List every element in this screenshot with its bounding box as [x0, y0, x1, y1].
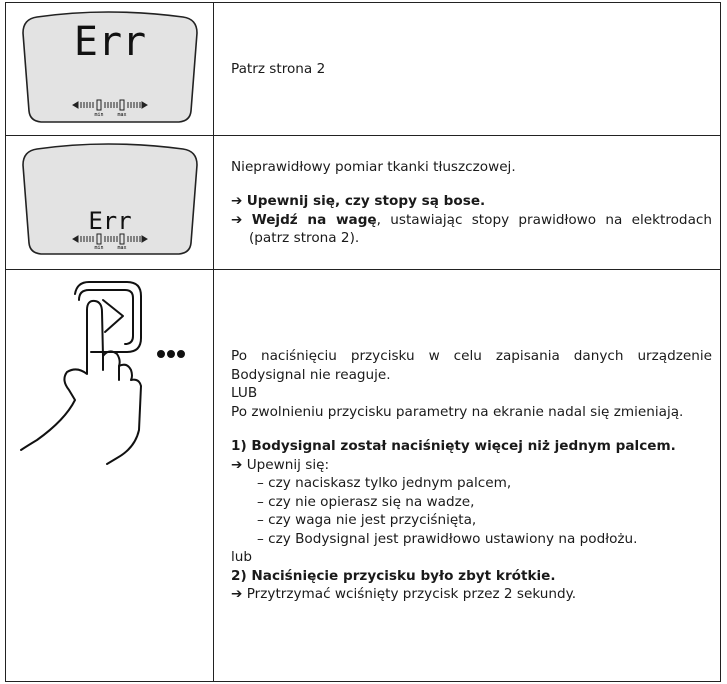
lcd-scale [71, 233, 148, 244]
arrow-block: ➔ Wejdź na wagę, ustawiając stopy prawid… [231, 211, 712, 248]
description-cell: Po naciśnięciu przycisku w celu zapisani… [213, 269, 721, 682]
text-run: lub [231, 549, 253, 566]
text-run: – czy naciskasz tylko jednym palcem, [257, 475, 512, 492]
text-run: ➔ [231, 211, 252, 228]
text-run: Patrz strona 2 [231, 60, 326, 77]
text-run: ➔ Przytrzymać wciśnięty przycisk przez 2… [231, 586, 577, 603]
button-outline [73, 281, 142, 353]
text-run: – czy Bodysignal jest prawidłowo ustawio… [257, 530, 638, 547]
text-run: ➔ [231, 193, 247, 209]
bold-text: Upewnij się, czy stopy są bose. [246, 193, 486, 209]
lcd-frame [21, 11, 198, 123]
arrow-block: ➔ Przytrzymać wciśnięty przycisk przez 2… [231, 585, 712, 604]
lcd-display: Err min max [21, 11, 198, 123]
p-block: Po naciśnięciu przycisku w celu zapisani… [231, 347, 712, 384]
illustration-cell [5, 269, 214, 682]
or-block: LUB [231, 384, 712, 403]
p-block: Po zwolnieniu przycisku parametry na ekr… [231, 403, 712, 422]
text-run: 2) Naciśnięcie przycisku było zbyt krótk… [231, 567, 556, 584]
arrow-block: ➔ Upewnij się, czy stopy są bose. [231, 192, 712, 211]
heading-block: 1) Bodysignal został naciśnięty więcej n… [231, 437, 712, 456]
text-run: Po zwolnieniu przycisku parametry na ekr… [231, 403, 684, 420]
troubleshooting-table: Err min max Patrz strona 2 Err [5, 2, 721, 682]
knuckles [101, 355, 120, 381]
lcd-scale [71, 99, 148, 111]
text-run: – czy waga nie jest przyciśnięta, [257, 512, 477, 529]
bold-text: Wejdź na wagę [251, 211, 377, 228]
text-run: ➔ Upewnij się: [231, 456, 330, 473]
text-run: , ustawiając stopy prawidłowo na elektro… [249, 211, 712, 247]
text-run: 1) Bodysignal został naciśnięty więcej n… [231, 438, 676, 455]
description-cell: Nieprawidłowy pomiar tkanki tłuszczowej.… [213, 135, 721, 270]
arrow-block: ➔ Upewnij się: [231, 456, 712, 475]
lcd-reading: Err [73, 19, 145, 65]
dash-block: – czy naciskasz tylko jednym palcem, [241, 474, 712, 493]
text-run: Nieprawidłowy pomiar tkanki tłuszczowej. [231, 158, 516, 175]
lcd-display: Err min max [21, 142, 198, 255]
dash-block: – czy Bodysignal jest prawidłowo ustawio… [241, 530, 712, 549]
scale-min-label: min [94, 112, 103, 118]
lcd-reading: Err [88, 207, 131, 235]
button-inner [77, 289, 134, 345]
dot [176, 350, 185, 358]
display-cell: Err min max [5, 2, 214, 136]
p-block: Patrz strona 2 [231, 60, 712, 79]
table-row: Err min max Patrz strona 2 [5, 2, 721, 136]
p-block: Nieprawidłowy pomiar tkanki tłuszczowej. [231, 158, 712, 177]
scale-min-label: min [94, 245, 103, 251]
scale-max-label: max [117, 112, 126, 118]
hand [19, 309, 88, 451]
text-run: – czy nie opierasz się na wadze, [257, 493, 475, 510]
text-run: Po naciśnięciu przycisku w celu zapisani… [231, 348, 712, 383]
lcd-frame [21, 142, 198, 255]
text-run: LUB [231, 385, 258, 402]
dot [166, 350, 175, 358]
table-row: Err min max Nieprawidłowy pomiar tkanki … [5, 135, 721, 270]
dash-block: – czy waga nie jest przyciśnięta, [241, 511, 712, 530]
dot [156, 350, 165, 358]
scale-max-label: max [117, 245, 126, 251]
display-cell: Err min max [5, 135, 214, 270]
hand-press-illustration [19, 281, 185, 465]
heading-block: 2) Naciśnięcie przycisku było zbyt krótk… [231, 567, 712, 586]
play-icon [101, 299, 124, 333]
table-row: Po naciśnięciu przycisku w celu zapisani… [5, 269, 721, 682]
dash-block: – czy nie opierasz się na wadze, [241, 493, 712, 512]
description-cell: Patrz strona 2 [213, 2, 721, 136]
or-block: lub [231, 548, 712, 567]
